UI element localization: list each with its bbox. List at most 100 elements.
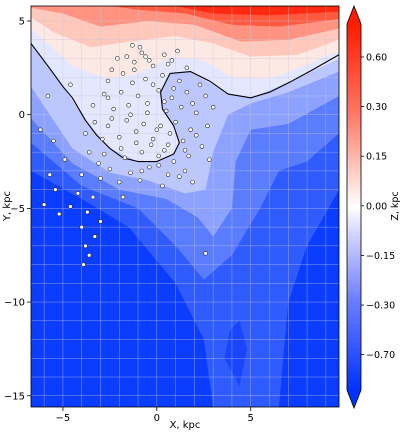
data-point — [90, 103, 96, 108]
data-point — [173, 119, 178, 125]
data-point — [186, 153, 191, 159]
colorbar-tick-label: −0.30 — [366, 301, 395, 312]
data-point — [53, 187, 58, 192]
data-point — [124, 118, 129, 123]
data-point — [182, 148, 188, 153]
data-point — [171, 159, 176, 164]
data-point — [45, 93, 51, 99]
data-point — [167, 131, 173, 136]
colorbar-tick-label: −0.15 — [366, 251, 395, 262]
colorbar: 0.60 0.30 0.15 0.00 −0.15 −0.30 −0.70 Z, kpc — [346, 4, 401, 410]
data-point — [38, 127, 43, 132]
data-point — [135, 93, 141, 99]
data-point — [164, 108, 169, 114]
contour-band — [175, 6, 339, 16]
data-point — [177, 174, 182, 179]
data-point — [133, 140, 139, 145]
data-point — [118, 89, 124, 95]
data-point — [83, 131, 88, 136]
data-point — [203, 251, 208, 256]
grid-lines — [31, 6, 339, 407]
data-point — [160, 73, 165, 78]
colorbar-body — [347, 24, 361, 390]
data-point — [169, 95, 175, 101]
x-tick-label: −5 — [56, 413, 71, 424]
zero-contour-line — [31, 43, 339, 163]
data-point — [133, 129, 139, 134]
x-axis: −5 0 5 — [56, 407, 254, 424]
data-point — [87, 149, 92, 155]
data-point — [128, 170, 133, 175]
y-axis-label: Y, kpc — [2, 191, 13, 222]
data-point — [150, 63, 156, 69]
colorbar-tick-label: 0.00 — [366, 201, 387, 212]
data-point — [143, 54, 148, 59]
plot-area — [31, 6, 339, 407]
data-point — [179, 104, 184, 110]
data-point — [100, 136, 105, 142]
data-point — [207, 157, 212, 162]
data-point — [79, 224, 84, 230]
data-point — [162, 52, 167, 57]
data-point — [156, 163, 161, 168]
colorbar-tick-label: 0.15 — [366, 152, 387, 163]
data-point — [145, 110, 150, 116]
data-point — [147, 164, 152, 170]
data-point — [75, 191, 81, 196]
data-point — [158, 123, 163, 129]
data-point — [143, 76, 148, 82]
data-point — [139, 168, 145, 174]
colorbar-tick-label: 0.30 — [366, 102, 387, 113]
colorbar-ticks: 0.60 0.30 0.15 0.00 −0.15 −0.30 −0.70 — [361, 53, 395, 361]
colorbar-tick-label: −0.70 — [366, 350, 395, 361]
data-point — [141, 121, 146, 127]
colorbar-tick-label: 0.60 — [366, 53, 387, 64]
data-point — [130, 43, 135, 48]
y-tick-label: −5 — [10, 204, 25, 215]
x-axis-label: X, kpc — [170, 420, 201, 431]
data-point — [171, 86, 176, 91]
data-point — [109, 67, 114, 72]
data-point — [203, 93, 208, 99]
data-point — [79, 172, 84, 177]
data-point — [165, 61, 171, 67]
colorbar-extend-top — [347, 6, 361, 24]
contour-bands — [31, 6, 339, 407]
data-point — [120, 71, 126, 76]
data-point — [68, 204, 73, 209]
data-point — [98, 176, 103, 181]
data-point — [118, 146, 124, 151]
x-tick-label: 5 — [248, 413, 254, 424]
data-point — [56, 211, 62, 217]
data-point — [126, 103, 131, 108]
data-point — [184, 65, 190, 71]
data-point — [160, 183, 165, 189]
y-tick-label: −10 — [4, 298, 25, 309]
x-tick-label: 0 — [154, 413, 160, 424]
data-point — [154, 127, 160, 132]
data-point — [68, 82, 73, 87]
data-point — [190, 101, 195, 106]
data-point — [109, 116, 114, 121]
zero-contour — [31, 43, 339, 163]
data-point — [182, 168, 188, 174]
data-point — [41, 202, 47, 207]
data-point — [205, 123, 210, 129]
data-point — [162, 99, 167, 104]
data-point — [148, 142, 154, 147]
data-point — [130, 80, 135, 86]
data-point — [132, 60, 137, 65]
data-point — [180, 138, 186, 144]
data-point — [194, 110, 199, 116]
data-point — [150, 82, 156, 87]
data-point — [111, 106, 116, 112]
data-point — [132, 67, 137, 72]
data-point — [92, 119, 98, 125]
data-point — [188, 127, 193, 132]
data-point — [81, 262, 86, 267]
data-point — [47, 172, 52, 177]
data-point — [190, 179, 195, 185]
colorbar-label: Z, kpc — [390, 191, 401, 220]
data-point — [105, 95, 111, 101]
